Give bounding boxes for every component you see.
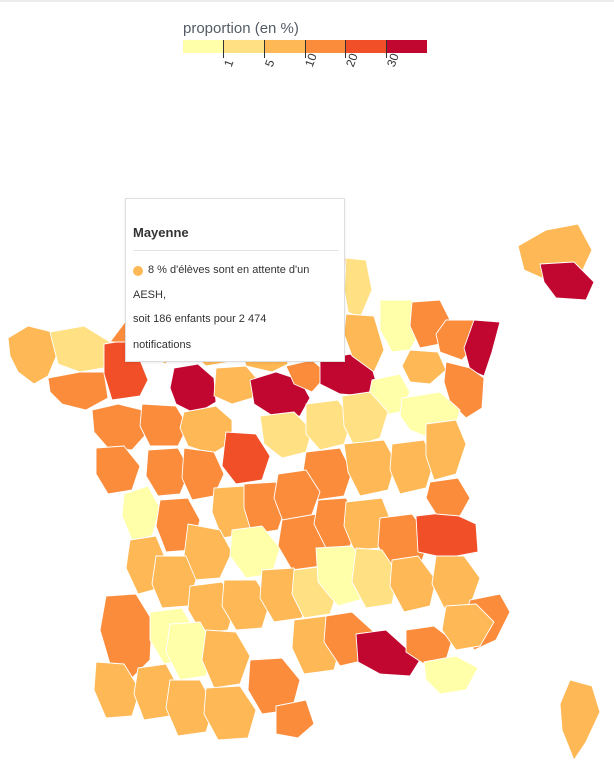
legend-tick-label: 5	[262, 57, 278, 69]
department-region[interactable]	[95, 445, 141, 495]
tooltip-color-dot	[133, 266, 143, 276]
legend-tick	[345, 40, 346, 58]
legend-tick	[386, 40, 387, 58]
department-region[interactable]	[415, 511, 479, 559]
department-region[interactable]	[275, 699, 315, 739]
department-region[interactable]	[7, 325, 59, 385]
legend-tick	[264, 40, 265, 58]
legend-color-bar	[183, 40, 428, 53]
department-region[interactable]	[49, 325, 111, 373]
legend-swatch	[305, 40, 346, 53]
department-region[interactable]	[441, 603, 495, 651]
legend-swatch	[386, 40, 428, 53]
department-region[interactable]	[47, 371, 109, 411]
legend-tick-label: 30	[384, 51, 402, 69]
department-region[interactable]	[539, 261, 595, 301]
department-region[interactable]	[139, 403, 189, 447]
department-region[interactable]	[259, 411, 313, 459]
department-region[interactable]	[93, 661, 141, 719]
tooltip-text-line: 8 % d'élèves sont en attente d'un	[148, 264, 310, 276]
legend: proportion (en %) 1 5 10 20 30	[183, 18, 433, 88]
legend-tick	[223, 40, 224, 58]
department-region[interactable]	[201, 629, 251, 689]
department-region[interactable]	[165, 621, 215, 681]
department-region[interactable]	[213, 365, 261, 405]
legend-tick-label: 10	[302, 51, 320, 69]
legend-swatch	[345, 40, 387, 53]
department-region[interactable]	[343, 439, 397, 497]
department-region[interactable]	[343, 257, 373, 319]
department-region[interactable]	[351, 547, 399, 609]
legend-tick-label: 20	[343, 51, 361, 69]
department-region[interactable]	[389, 555, 437, 613]
department-region[interactable]	[221, 579, 271, 631]
department-region[interactable]	[559, 679, 601, 761]
tooltip-department-name: Mayenne	[133, 225, 189, 240]
legend-swatch	[223, 40, 265, 53]
department-tooltip: Mayenne 8 % d'élèves sont en attente d'u…	[125, 198, 345, 362]
department-region[interactable]	[169, 363, 217, 415]
tooltip-text-line: AESH,	[133, 289, 167, 301]
department-region[interactable]	[389, 439, 435, 495]
department-region[interactable]	[165, 679, 215, 737]
department-region[interactable]	[145, 447, 191, 497]
department-region[interactable]	[401, 349, 447, 385]
department-region[interactable]	[341, 391, 389, 447]
tooltip-text-line: soit 186 enfants pour 2 474	[133, 313, 267, 325]
legend-tick-label: 1	[221, 57, 237, 69]
department-region[interactable]	[91, 403, 149, 451]
legend-swatch	[264, 40, 306, 53]
department-region[interactable]	[463, 319, 501, 377]
tooltip-text-line: notifications	[133, 339, 192, 351]
department-region[interactable]	[425, 477, 471, 517]
department-region[interactable]	[425, 419, 467, 481]
department-region[interactable]	[179, 405, 233, 455]
legend-swatch	[183, 40, 224, 53]
top-divider	[0, 0, 614, 2]
department-region[interactable]	[423, 655, 479, 695]
department-region[interactable]	[121, 485, 161, 541]
tooltip-divider	[133, 250, 339, 251]
department-region[interactable]	[355, 629, 421, 677]
legend-title: proportion (en %)	[183, 20, 299, 37]
legend-tick	[305, 40, 306, 58]
department-region[interactable]	[221, 431, 271, 485]
department-region[interactable]	[203, 685, 257, 741]
